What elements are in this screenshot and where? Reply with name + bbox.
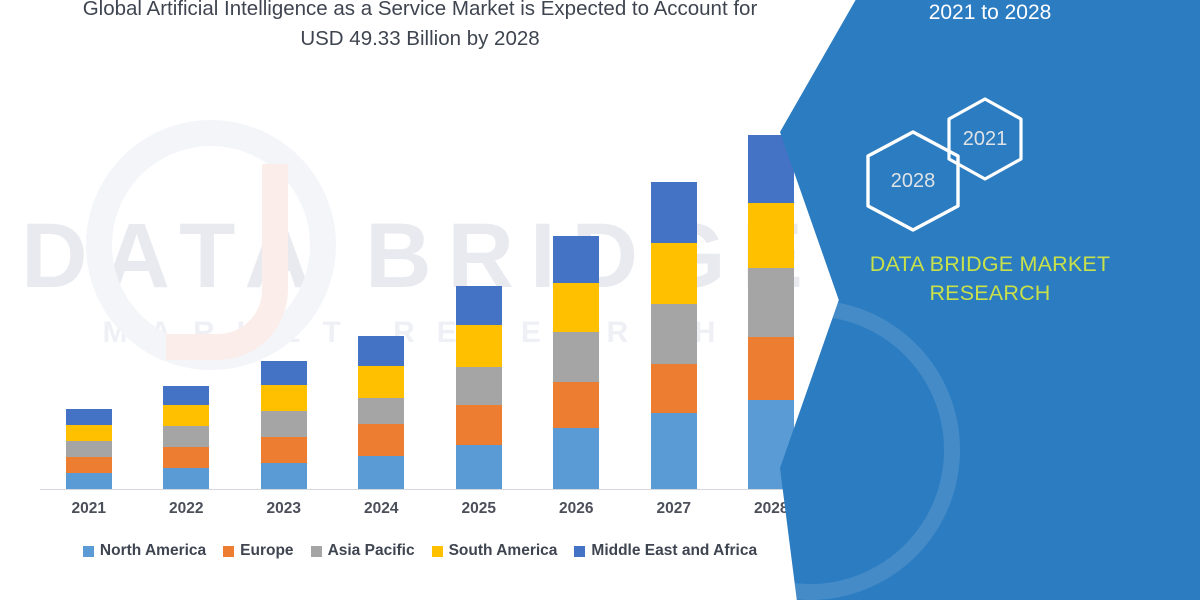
chart-legend: North America Europe Asia Pacific South Ame… bbox=[20, 538, 820, 564]
x-axis-tick-label: 2022 bbox=[169, 500, 204, 517]
stacked-bar[interactable] bbox=[748, 135, 795, 489]
legend-label: South America bbox=[448, 542, 558, 559]
legend-swatch-icon bbox=[223, 545, 235, 557]
x-axis-tick-label: 2025 bbox=[461, 500, 496, 517]
stacked-bar[interactable] bbox=[260, 361, 307, 489]
bar-segment[interactable] bbox=[650, 182, 697, 244]
bar-segment[interactable] bbox=[65, 457, 112, 473]
bar-group bbox=[434, 286, 524, 489]
legend-item[interactable]: South America bbox=[431, 542, 558, 560]
bar-segment[interactable] bbox=[163, 404, 210, 426]
bar-segment[interactable] bbox=[748, 203, 795, 269]
bar-segment[interactable] bbox=[650, 413, 697, 489]
bar-segment[interactable] bbox=[650, 304, 697, 364]
bar-segment[interactable] bbox=[163, 446, 210, 468]
bar-segment[interactable] bbox=[455, 445, 502, 489]
stacked-bar[interactable] bbox=[358, 336, 405, 489]
bar-segment[interactable] bbox=[163, 467, 210, 489]
brand-name: DATA BRIDGE MARKET RESEARCH bbox=[800, 250, 1180, 308]
legend-item[interactable]: North America bbox=[82, 542, 207, 560]
bar-group bbox=[726, 135, 816, 489]
panel-title: Service Market, By Regions, 2021 to 2028 bbox=[810, 0, 1170, 28]
chart-title-line-2: USD 49.33 Billion by 2028 bbox=[300, 27, 540, 50]
bar-segment[interactable] bbox=[650, 243, 697, 305]
bar-segment[interactable] bbox=[260, 463, 307, 489]
stacked-bar[interactable] bbox=[163, 386, 210, 489]
chart-title-line-1: Global Artificial Intelligence as a Serv… bbox=[82, 0, 758, 20]
hexagon-end-year: 2028 bbox=[860, 128, 966, 234]
bar-segment[interactable] bbox=[260, 361, 307, 386]
bar-segment[interactable] bbox=[65, 425, 112, 441]
brand-name-line-2: RESEARCH bbox=[929, 281, 1051, 305]
bar-segment[interactable] bbox=[358, 336, 405, 367]
bar-segment[interactable] bbox=[553, 282, 600, 332]
bar-group bbox=[239, 361, 329, 489]
legend-swatch-icon bbox=[431, 545, 443, 557]
hexagon-start-year-label: 2021 bbox=[962, 127, 1008, 150]
legend-swatch-icon bbox=[310, 545, 322, 557]
stacked-bar[interactable] bbox=[650, 182, 697, 489]
bar-segment[interactable] bbox=[455, 325, 502, 368]
bar-segment[interactable] bbox=[455, 405, 502, 446]
bar-segment[interactable] bbox=[748, 268, 795, 338]
hexagon-group: 2028 2021 bbox=[840, 96, 1140, 236]
bar-segment[interactable] bbox=[553, 235, 600, 283]
bar-segment[interactable] bbox=[455, 367, 502, 406]
title-panel: Service Market, By Regions, 2021 to 2028… bbox=[780, 0, 1200, 600]
legend-label: Asia Pacific bbox=[327, 542, 415, 559]
bar-segment[interactable] bbox=[163, 386, 210, 405]
bar-series-container bbox=[40, 100, 820, 489]
bar-group bbox=[531, 235, 621, 489]
panel-title-line-2: 2021 to 2028 bbox=[928, 1, 1052, 24]
bar-segment[interactable] bbox=[65, 441, 112, 457]
brand-name-line-1: DATA BRIDGE MARKET bbox=[869, 252, 1111, 276]
bar-group bbox=[629, 182, 719, 489]
bar-segment[interactable] bbox=[163, 425, 210, 447]
legend-item[interactable]: Middle East and Africa bbox=[574, 542, 757, 560]
bar-segment[interactable] bbox=[553, 382, 600, 428]
stacked-bar[interactable] bbox=[553, 235, 600, 489]
bar-segment[interactable] bbox=[65, 409, 112, 425]
x-axis-tick-label: 2026 bbox=[559, 500, 594, 517]
bar-segment[interactable] bbox=[65, 473, 112, 489]
stacked-bar[interactable] bbox=[65, 409, 112, 489]
bar-segment[interactable] bbox=[358, 398, 405, 424]
bar-segment[interactable] bbox=[553, 331, 600, 382]
bar-segment[interactable] bbox=[260, 385, 307, 412]
bar-segment[interactable] bbox=[358, 456, 405, 489]
legend-swatch-icon bbox=[574, 545, 586, 557]
chart-title: Global Artificial Intelligence as a Serv… bbox=[20, 0, 820, 54]
bar-segment[interactable] bbox=[748, 337, 795, 401]
bar-segment[interactable] bbox=[260, 411, 307, 438]
x-axis-labels: 2021 2022 2023 2024 2025 2026 2027 2028 bbox=[40, 496, 820, 522]
legend-item[interactable]: Asia Pacific bbox=[310, 542, 415, 560]
x-axis-tick-label: 2028 bbox=[754, 500, 789, 517]
legend-label: North America bbox=[99, 542, 207, 559]
legend-label: Middle East and Africa bbox=[591, 542, 758, 559]
bar-segment[interactable] bbox=[358, 424, 405, 456]
legend-item[interactable]: Europe bbox=[223, 542, 294, 560]
bar-group bbox=[336, 336, 426, 489]
x-axis-line bbox=[40, 489, 820, 490]
bar-segment[interactable] bbox=[553, 428, 600, 489]
bar-segment[interactable] bbox=[650, 364, 697, 413]
legend-swatch-icon bbox=[82, 545, 94, 557]
x-axis-tick-label: 2023 bbox=[266, 500, 301, 517]
hexagon-start-year: 2021 bbox=[942, 96, 1028, 182]
bar-segment[interactable] bbox=[455, 286, 502, 326]
x-axis-tick-label: 2024 bbox=[364, 500, 399, 517]
legend-label: Europe bbox=[240, 542, 294, 559]
x-axis-tick-label: 2027 bbox=[656, 500, 691, 517]
bar-segment[interactable] bbox=[358, 366, 405, 399]
bar-segment[interactable] bbox=[260, 437, 307, 464]
bar-group bbox=[141, 386, 231, 489]
x-axis-tick-label: 2021 bbox=[71, 500, 106, 517]
bar-group bbox=[44, 409, 134, 489]
stacked-bar-chart bbox=[40, 100, 820, 490]
stacked-bar[interactable] bbox=[455, 286, 502, 489]
hexagon-end-year-label: 2028 bbox=[890, 169, 936, 192]
